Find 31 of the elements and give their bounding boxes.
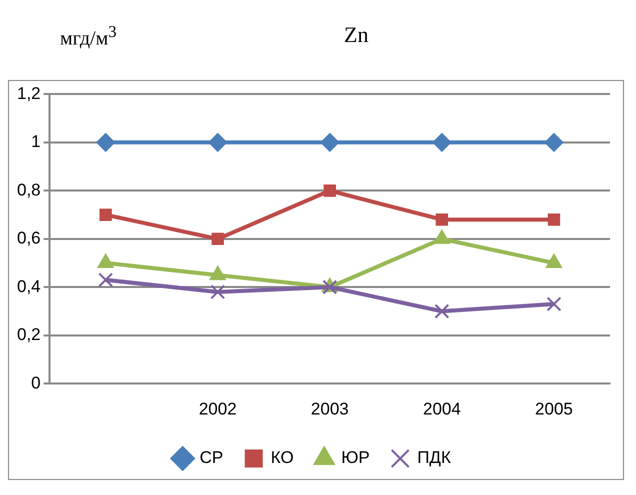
- point: [436, 213, 448, 226]
- point: [546, 296, 562, 312]
- legend-label: СР: [200, 448, 224, 468]
- point: [96, 132, 116, 152]
- point: [100, 208, 112, 221]
- x-tick-label: 2003: [310, 399, 349, 418]
- legend-label: ЮР: [341, 448, 370, 468]
- chart-title: Zn: [344, 22, 368, 48]
- y-axis-title: мгд/м$^{3}$: [60, 22, 117, 51]
- point: [432, 132, 452, 152]
- legend-label: КО: [270, 448, 294, 468]
- point: [98, 272, 114, 288]
- point: [320, 132, 340, 152]
- legend-label: ПДК: [417, 448, 451, 468]
- y-tick-label: 0,4: [16, 276, 41, 296]
- y-tick-label: 0: [31, 373, 41, 392]
- x-tick-label: 2005: [535, 399, 573, 418]
- x-tick-label: 2004: [422, 399, 461, 418]
- y-tick-label: 0,2: [16, 325, 41, 344]
- y-tick-label: 0,8: [16, 180, 41, 200]
- y-tick-label: 1,2: [16, 84, 41, 103]
- point: [434, 304, 450, 319]
- point: [548, 213, 560, 226]
- point: [212, 232, 224, 246]
- y-tick-label: 0,6: [16, 228, 41, 248]
- point: [208, 132, 228, 152]
- x-tick-label: 2002: [198, 399, 237, 418]
- point: [210, 284, 226, 300]
- point: [544, 132, 564, 152]
- y-tick-label: 1: [31, 132, 41, 152]
- point: [324, 184, 336, 197]
